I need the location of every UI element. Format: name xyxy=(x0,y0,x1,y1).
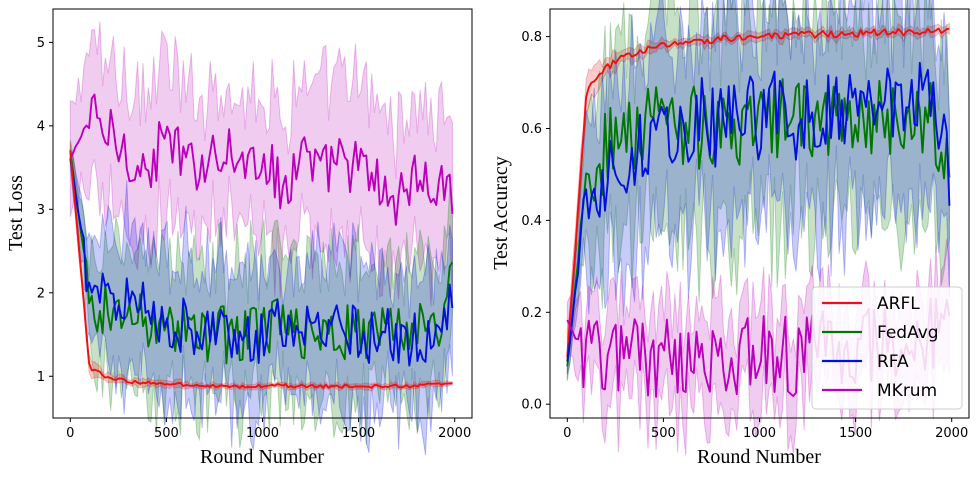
legend-label-arfl: ARFL xyxy=(877,294,920,314)
test-loss-x-tick-label-0: 0 xyxy=(66,426,74,441)
test-loss-bands xyxy=(69,21,453,456)
test-loss-x-tick-label-2000: 2000 xyxy=(438,426,471,441)
test-loss-y-tick-label-2: 2 xyxy=(37,286,45,301)
test-loss-y-ticks: 1 2 3 4 5 xyxy=(37,36,53,385)
test-accuracy-y-tick-label-0-0: 0.0 xyxy=(521,398,542,413)
test-accuracy-y-tick-label-0-6: 0.6 xyxy=(521,122,542,137)
test-accuracy-y-tick-label-0-2: 0.2 xyxy=(521,306,542,321)
test-accuracy-band-arfl xyxy=(566,22,950,380)
test-accuracy-x-tick-label-1500: 1500 xyxy=(839,426,872,441)
test-loss-line-mkrum xyxy=(69,93,454,226)
legend-label-fedavg: FedAvg xyxy=(877,323,939,343)
test-accuracy-x-axis-label: Round Number xyxy=(697,446,821,468)
test-accuracy-y-tick-label-0-8: 0.8 xyxy=(521,30,542,45)
test-loss-lines xyxy=(69,93,454,389)
test-accuracy-x-tick-label-2000: 2000 xyxy=(935,426,968,441)
test-loss-panel: 0 500 1000 1500 2000 1 2 3 4 5 Round Number Test… xyxy=(5,8,473,468)
test-loss-band-fedavg xyxy=(69,140,453,449)
test-loss-x-tick-label-500: 500 xyxy=(154,426,179,441)
test-accuracy-line-arfl xyxy=(566,27,950,358)
test-accuracy-panel: 0 500 1000 1500 2000 0.0 0.2 0.4 0.6 0.8 Round N… xyxy=(490,0,970,468)
test-loss-x-tick-label-1500: 1500 xyxy=(342,426,375,441)
test-accuracy-x-tick-label-1000: 1000 xyxy=(743,426,776,441)
test-loss-y-axis-label: Test Loss xyxy=(5,175,27,251)
test-loss-x-ticks: 0 500 1000 1500 2000 xyxy=(66,418,471,441)
test-accuracy-y-axis-label: Test Accuracy xyxy=(490,156,512,270)
test-loss-y-tick-label-1: 1 xyxy=(37,370,45,385)
test-accuracy-line-rfa xyxy=(566,61,951,362)
legend-label-rfa: RFA xyxy=(877,352,909,372)
test-accuracy-line-fedavg xyxy=(566,78,951,367)
legend-box xyxy=(811,286,963,410)
test-loss-band-rfa xyxy=(69,149,453,456)
test-loss-y-tick-label-5: 5 xyxy=(37,36,45,51)
legend-label-mkrum: MKrum xyxy=(877,381,937,401)
test-loss-band-arfl xyxy=(69,142,453,392)
test-accuracy-y-tick-label-0-4: 0.4 xyxy=(521,214,542,229)
test-loss-line-arfl xyxy=(69,150,453,389)
test-loss-y-tick-label-3: 3 xyxy=(37,203,45,218)
test-accuracy-x-tick-label-500: 500 xyxy=(651,426,676,441)
test-accuracy-x-ticks: 0 500 1000 1500 2000 xyxy=(563,418,968,441)
test-loss-x-tick-label-1000: 1000 xyxy=(246,426,279,441)
test-loss-y-tick-label-4: 4 xyxy=(37,119,45,134)
test-accuracy-y-ticks: 0.0 0.2 0.4 0.6 0.8 xyxy=(521,30,550,413)
test-loss-line-rfa xyxy=(69,158,454,367)
test-accuracy-lines xyxy=(566,27,951,398)
test-accuracy-x-tick-label-0: 0 xyxy=(563,426,571,441)
legend: ARFL FedAvg RFA MKrum xyxy=(811,286,963,410)
test-loss-x-axis-label: Round Number xyxy=(200,446,324,468)
